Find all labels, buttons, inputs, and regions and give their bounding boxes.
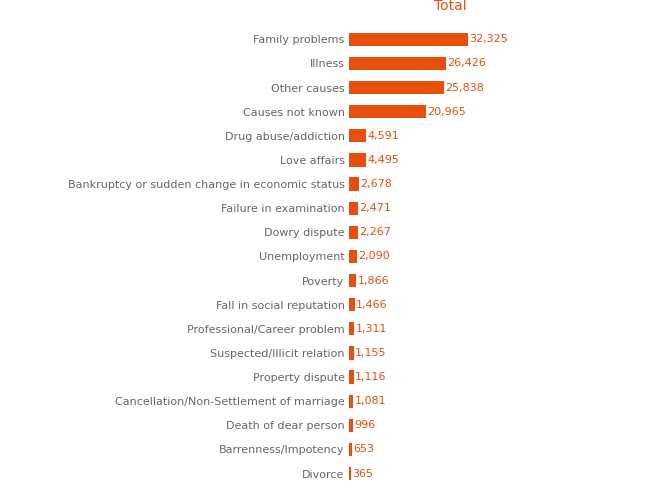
Bar — [349, 346, 353, 360]
Text: 1,311: 1,311 — [355, 324, 387, 334]
Bar — [349, 298, 355, 311]
Text: 20,965: 20,965 — [427, 107, 466, 117]
Bar — [349, 250, 357, 263]
Text: 653: 653 — [353, 444, 374, 455]
Text: 2,678: 2,678 — [360, 179, 392, 189]
Text: 1,155: 1,155 — [355, 348, 386, 358]
Bar — [349, 202, 358, 215]
Bar — [349, 105, 426, 119]
Bar — [349, 274, 356, 287]
Text: 996: 996 — [354, 420, 376, 430]
Text: 1,081: 1,081 — [355, 396, 386, 406]
Bar — [349, 322, 354, 336]
Bar — [349, 394, 353, 408]
Text: 2,471: 2,471 — [360, 203, 392, 213]
Text: 4,591: 4,591 — [368, 131, 399, 141]
Text: 25,838: 25,838 — [446, 83, 484, 93]
Text: 2,267: 2,267 — [359, 228, 390, 238]
Text: 1,466: 1,466 — [356, 300, 388, 310]
Text: 365: 365 — [352, 469, 373, 479]
Bar — [349, 57, 446, 70]
Bar — [349, 129, 366, 142]
Text: 32,325: 32,325 — [469, 34, 508, 44]
Text: 26,426: 26,426 — [448, 58, 487, 69]
Bar — [349, 419, 353, 432]
Bar — [349, 81, 444, 94]
Bar — [349, 226, 358, 239]
Text: 2,090: 2,090 — [358, 251, 390, 261]
Bar — [349, 153, 366, 167]
Bar — [349, 33, 468, 46]
Bar — [349, 177, 360, 191]
Text: Total: Total — [434, 0, 466, 13]
Bar — [349, 467, 351, 480]
Bar — [349, 371, 353, 384]
Text: 1,116: 1,116 — [355, 372, 386, 382]
Bar — [349, 443, 352, 456]
Text: 4,495: 4,495 — [367, 155, 399, 165]
Text: 1,866: 1,866 — [358, 275, 389, 285]
